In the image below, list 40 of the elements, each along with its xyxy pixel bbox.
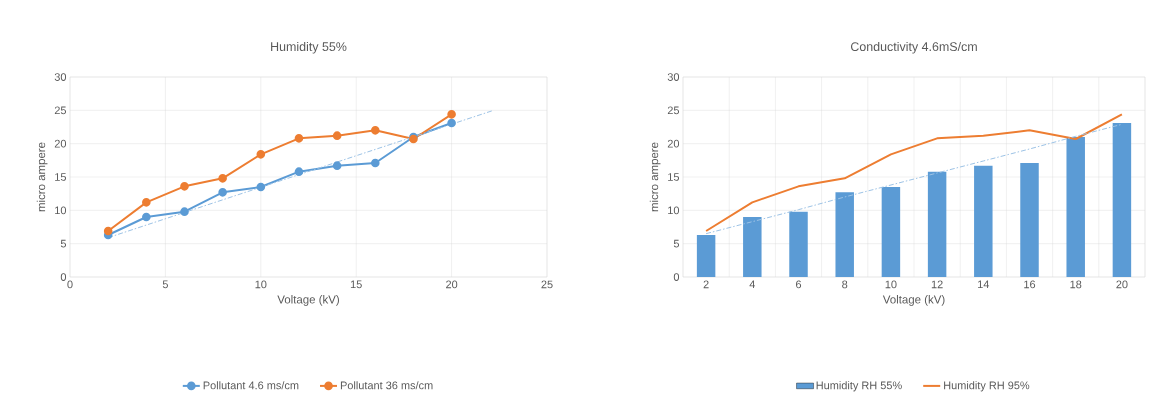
x-axis-title: Voltage (kV) bbox=[882, 295, 945, 306]
y-tick-label: 30 bbox=[667, 73, 680, 81]
legend-label: Pollutant 36 ms/cm bbox=[340, 381, 433, 390]
chart-title: Conductivity 4.6mS/cm bbox=[850, 41, 977, 54]
x-tick-label: 10 bbox=[255, 280, 267, 289]
y-axis-title: micro ampere bbox=[36, 142, 48, 212]
x-tick-label: 16 bbox=[1024, 280, 1036, 289]
x-tick-label: 4 bbox=[749, 280, 756, 289]
y-tick-label: 30 bbox=[54, 73, 67, 81]
x-tick-label: 12 bbox=[931, 280, 943, 289]
y-tick-label: 20 bbox=[54, 139, 67, 148]
x-tick-label: 20 bbox=[446, 280, 458, 289]
legend-label: Humidity RH 95% bbox=[944, 381, 1030, 392]
x-tick-label: 2 bbox=[703, 280, 709, 289]
x-tick-label: 0 bbox=[67, 280, 73, 289]
x-tick-label: 6 bbox=[796, 280, 802, 289]
x-tick-label: 20 bbox=[1116, 280, 1128, 289]
y-tick-label: 10 bbox=[55, 206, 67, 215]
y-tick-label: 0 bbox=[673, 273, 680, 281]
x-tick-label: 10 bbox=[885, 280, 897, 289]
x-tick-label: 15 bbox=[350, 280, 362, 289]
x-tick-label: 18 bbox=[1070, 280, 1082, 289]
y-tick-label: 20 bbox=[667, 139, 680, 148]
y-axis-title: micro ampere bbox=[649, 142, 661, 212]
y-tick-label: 5 bbox=[673, 239, 680, 248]
y-tick-label: 5 bbox=[60, 239, 67, 248]
x-axis-title: Voltage (kV) bbox=[277, 295, 339, 306]
x-tick-label: 5 bbox=[162, 280, 168, 289]
y-tick-label: 15 bbox=[55, 173, 67, 181]
chart-title: Humidity 55% bbox=[271, 41, 347, 54]
y-tick-label: 15 bbox=[668, 173, 680, 181]
y-tick-label: 25 bbox=[667, 106, 680, 115]
legend-label: Pollutant 4.6 ms/cm bbox=[203, 381, 299, 390]
x-tick-label: 8 bbox=[842, 280, 848, 289]
legend-label: Humidity RH 55% bbox=[816, 381, 902, 392]
y-tick-label: 10 bbox=[668, 206, 680, 215]
x-tick-label: 14 bbox=[978, 280, 990, 289]
y-tick-label: 0 bbox=[60, 273, 67, 281]
x-tick-label: 25 bbox=[541, 280, 553, 289]
y-tick-label: 25 bbox=[54, 106, 67, 115]
